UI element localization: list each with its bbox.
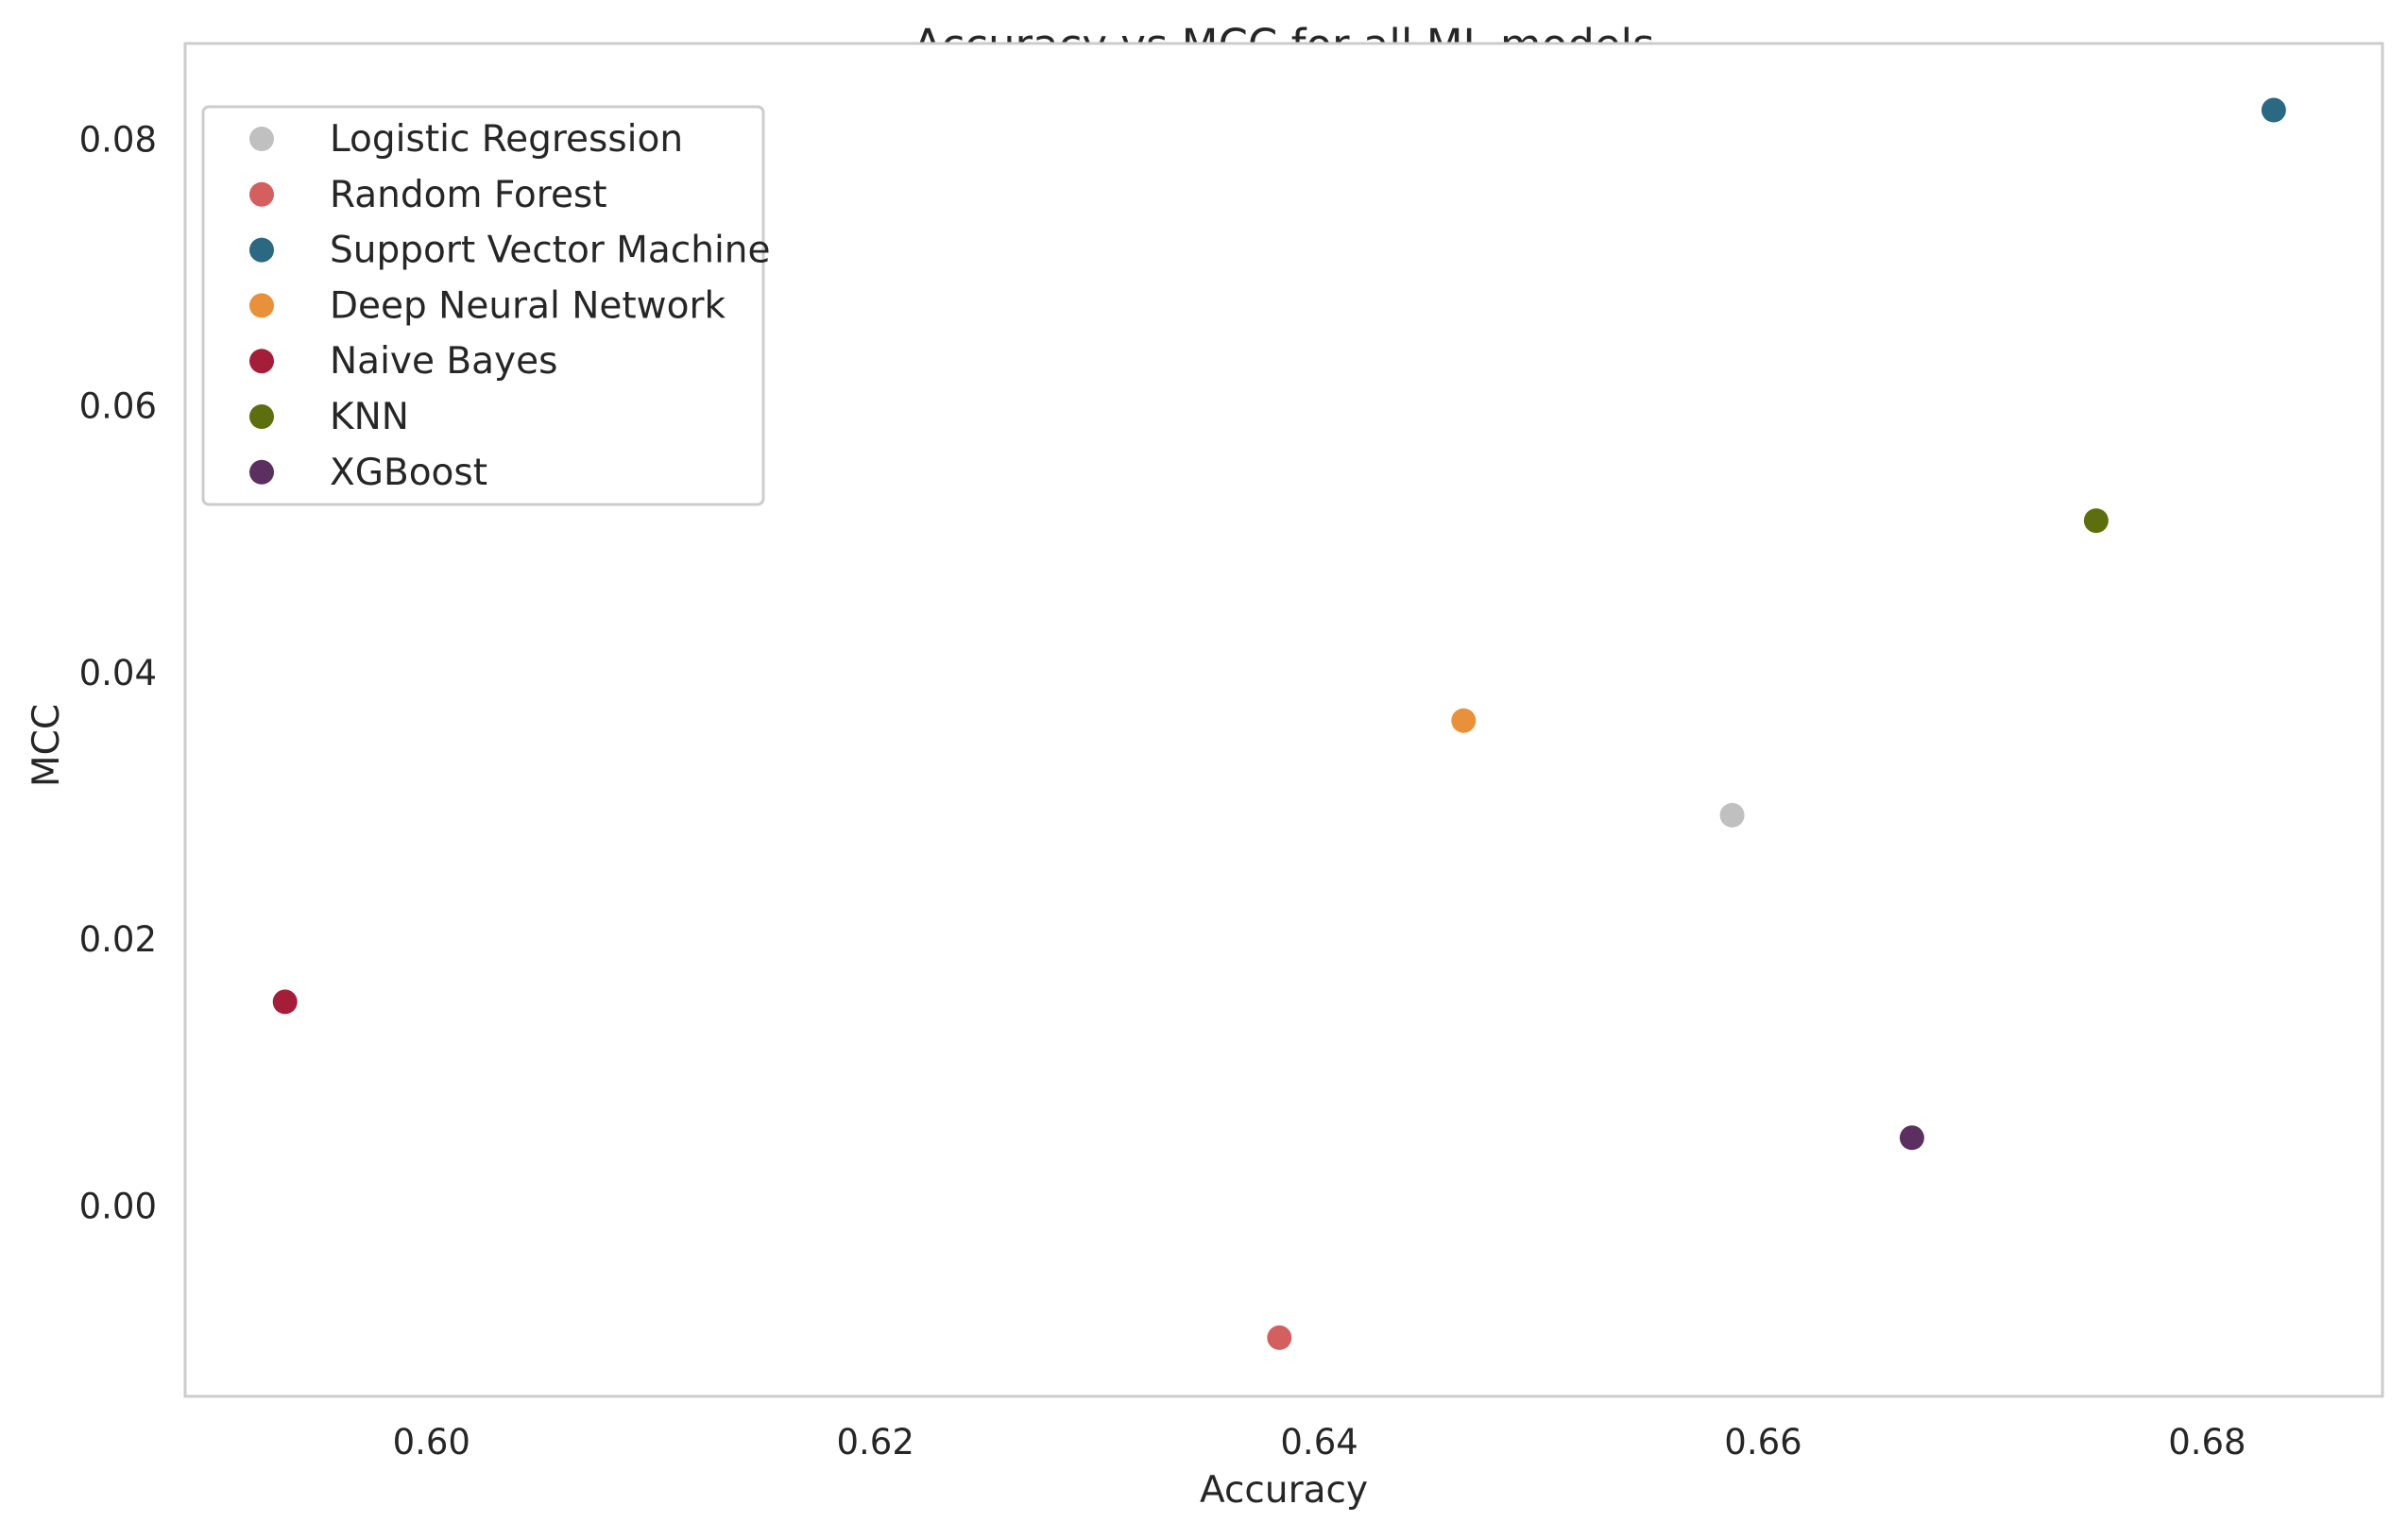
legend-label: KNN [330,396,409,438]
legend-label: Naive Bayes [330,340,557,383]
legend-label: Support Vector Machine [330,230,771,272]
data-point [1719,802,1745,828]
data-point [1267,1325,1292,1350]
y-axis-label: MCC [26,704,68,787]
y-tick-label: 0.00 [79,1186,157,1226]
x-axis-label: Accuracy [1200,1469,1368,1512]
legend-marker [249,404,274,429]
data-point [272,989,298,1015]
y-axis: 0.00 0.02 0.04 0.06 0.08 [79,120,157,1227]
legend-box [201,105,765,506]
x-tick-label: 0.66 [1724,1422,1802,1462]
data-point [1899,1125,1924,1151]
data-point [2083,508,2109,534]
legend: Logistic Regression Random Forest Support … [201,105,771,506]
y-tick-label: 0.06 [79,386,157,427]
data-points [272,97,2286,1350]
legend-marker [249,237,274,263]
legend-label: Deep Neural Network [330,284,726,327]
x-tick-label: 0.64 [1280,1422,1358,1462]
x-tick-label: 0.60 [393,1422,470,1462]
y-tick-label: 0.08 [79,120,157,161]
y-tick-label: 0.04 [79,653,157,693]
legend-marker [249,181,274,207]
legend-label: Random Forest [330,174,607,216]
x-axis: 0.60 0.62 0.64 0.66 0.68 [393,1422,2246,1462]
legend-marker [249,293,274,318]
legend-marker [249,349,274,374]
legend-marker [249,127,274,151]
data-point [2261,97,2286,123]
data-point [1451,708,1477,733]
legend-label: XGBoost [330,452,487,494]
x-tick-label: 0.62 [836,1422,914,1462]
legend-label: Logistic Regression [330,118,683,161]
y-tick-label: 0.02 [79,919,157,960]
x-tick-label: 0.68 [2168,1422,2246,1462]
legend-marker [249,459,274,485]
